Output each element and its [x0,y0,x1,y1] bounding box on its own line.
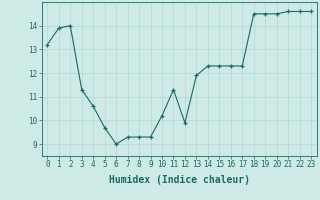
X-axis label: Humidex (Indice chaleur): Humidex (Indice chaleur) [109,175,250,185]
